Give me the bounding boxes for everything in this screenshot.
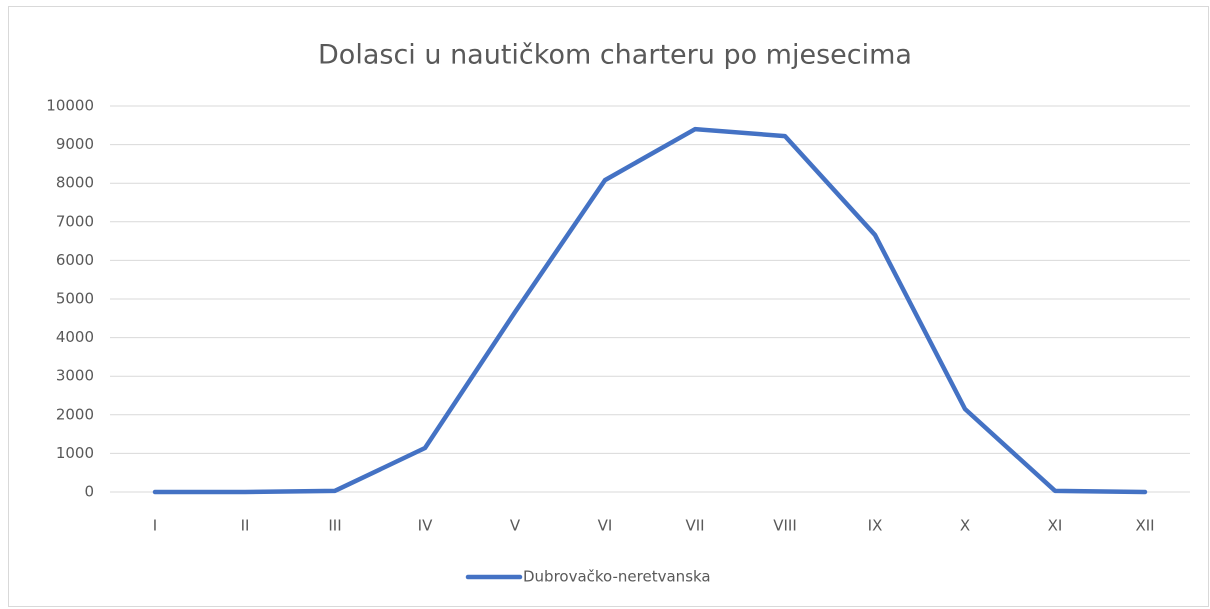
x-tick-label: II [241,517,250,535]
x-tick-label: XI [1048,517,1063,535]
y-tick-label: 1000 [56,444,94,462]
legend-label: Dubrovačko-neretvanska [523,568,711,586]
x-tick-label: X [960,517,970,535]
data-line [152,126,1148,495]
x-tick-label: XII [1135,517,1154,535]
y-tick-label: 0 [84,483,94,501]
chart-title: Dolasci u nautičkom charteru po mjesecim… [318,40,912,71]
y-tick-label: 4000 [56,328,94,346]
y-tick-label: 2000 [56,405,94,423]
y-tick-label: 7000 [56,212,94,230]
y-tick-label: 9000 [56,135,94,153]
x-tick-label: IX [868,517,883,535]
x-tick-label: VI [598,517,613,535]
x-tick-label: I [153,517,157,535]
x-tick-label: VIII [773,517,797,535]
y-tick-label: 5000 [56,290,94,308]
x-tick-label: VII [685,517,704,535]
y-tick-label: 8000 [56,174,94,192]
y-tick-label: 6000 [56,251,94,269]
y-tick-label: 10000 [46,97,94,115]
x-tick-label: IV [418,517,433,535]
y-tick-label: 3000 [56,367,94,385]
x-tick-label: V [510,517,521,535]
x-tick-label: III [328,517,341,535]
